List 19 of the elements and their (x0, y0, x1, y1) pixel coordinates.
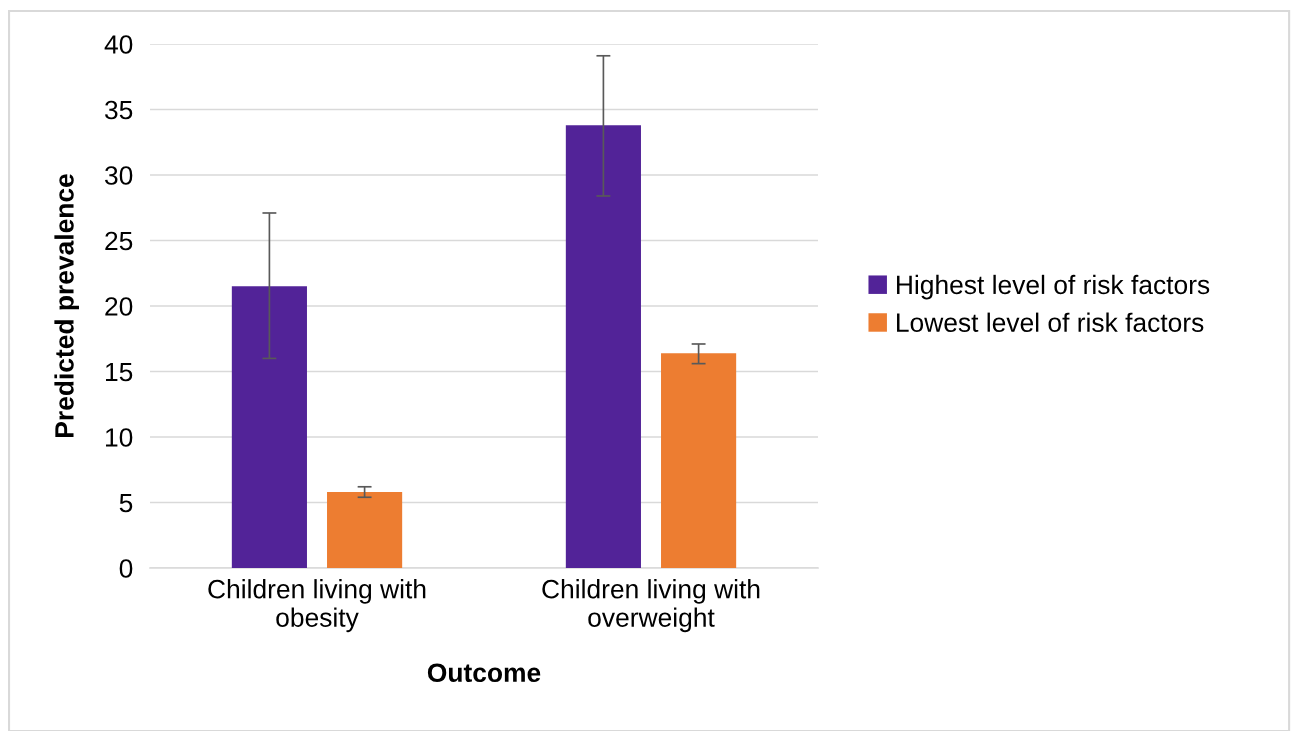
bar (327, 492, 403, 568)
y-tick-label: 0 (119, 559, 133, 578)
x-axis-title: Outcome (427, 663, 541, 683)
y-axis-title: Predicted prevalence (54, 174, 79, 437)
y-tick-label: 15 (106, 362, 133, 382)
legend-label: Highest level of risk factors (897, 274, 1210, 300)
y-tick-label: 30 (104, 166, 133, 185)
y-tick-label: 20 (105, 297, 133, 316)
bar (231, 286, 307, 568)
x-tick-label: Children living with obesity (208, 579, 426, 633)
y-tick-label: 5 (119, 493, 133, 513)
y-tick-label: 10 (106, 428, 133, 447)
y-tick-label: 40 (104, 35, 133, 54)
y-tick-label: 25 (105, 231, 133, 251)
bar (661, 353, 737, 568)
bar (565, 125, 641, 568)
y-tick-label: 35 (104, 100, 133, 120)
x-tick-label: Children living with overweight (542, 579, 760, 633)
legend-label: Lowest level of risk factors (897, 312, 1204, 332)
